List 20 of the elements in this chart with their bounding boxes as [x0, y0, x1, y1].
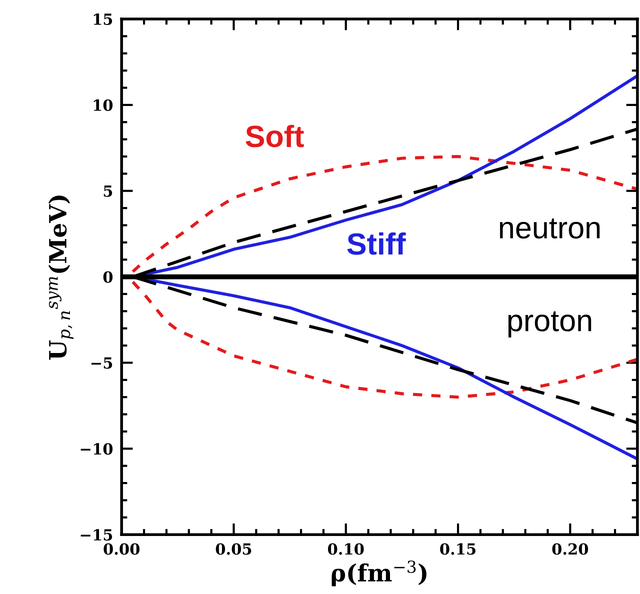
y-tick-label: 0: [103, 271, 113, 283]
line-series: [131, 154, 638, 274]
y-tick-label: 15: [94, 13, 112, 26]
y-tick-label: −15: [80, 529, 112, 541]
x-axis-title: ρ(fm$^{−3}$): [332, 560, 426, 586]
x-tick-label: 0.20: [552, 543, 588, 555]
x-tick-label: 0.05: [216, 543, 252, 555]
y-axis-title: U$_{p,n}$$^{sym}$(MeV): [48, 196, 74, 360]
annotation: neutron: [500, 218, 600, 239]
x-tick-label: 0.10: [328, 543, 364, 555]
series-label: Soft: [246, 124, 304, 148]
annotation: proton: [508, 311, 592, 338]
x-tick-label: 0.15: [440, 543, 476, 555]
series-label: Stiff: [347, 232, 406, 255]
y-tick-label: −10: [80, 443, 113, 455]
y-tick-label: 10: [94, 99, 113, 111]
y-tick-label: −5: [91, 357, 112, 369]
line-series: [131, 280, 638, 399]
y-tick-label: 5: [104, 186, 112, 197]
x-tick-label: 0.00: [104, 543, 140, 555]
